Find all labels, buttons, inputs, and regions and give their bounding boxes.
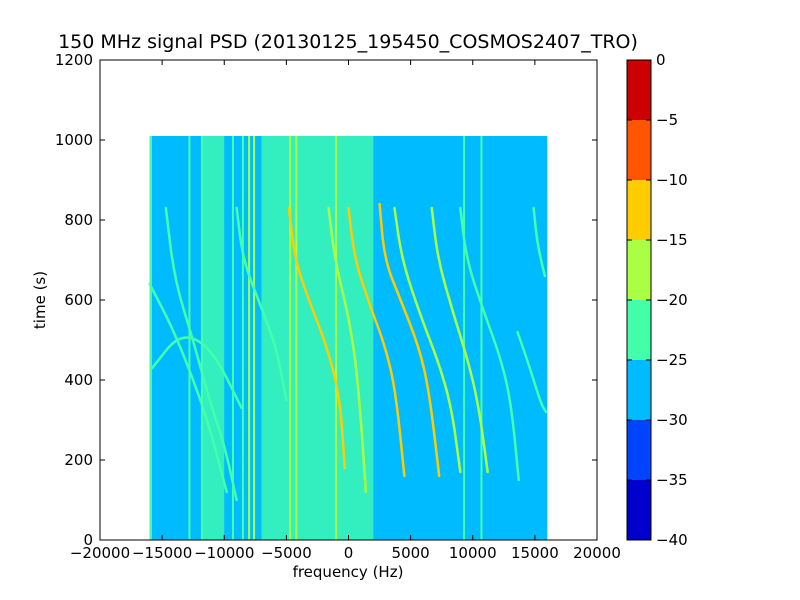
x-tick-label: 10000 [449,544,497,562]
noise-band [201,136,225,540]
plot-area: −20000 −15000 −10000 −5000 0 5000 10000 15000 20… [55,51,621,562]
colorbar-band [627,420,651,480]
doppler-track [459,206,520,482]
doppler-track [164,206,238,502]
doppler-track [378,202,441,478]
doppler-track [532,206,547,278]
colorbar-tick-label: −30 [656,411,688,429]
colorbar: 0 −5 −10 −15 −20 −25 −30 −35 −40 [626,51,688,549]
doppler-track [430,206,489,474]
colorbar-band [627,180,651,240]
colorbar-tick-label: −10 [656,171,688,189]
doppler-track [148,282,228,494]
y-axis-title: time (s) [31,271,49,329]
colorbar-band [627,120,651,180]
doppler-track [347,206,406,478]
doppler-track [235,206,288,402]
colorbar-band [627,240,651,300]
noise-band [261,136,349,540]
colorbar-band [627,480,651,540]
x-axis-title: frequency (Hz) [293,563,404,581]
doppler-track [150,336,243,410]
colorbar-tick-label: 0 [656,51,666,69]
x-tick-label: 15000 [511,544,559,562]
doppler-track [327,206,368,494]
y-tick-label: 1200 [55,51,93,69]
doppler-track [393,206,462,474]
colorbar-tick-label: −35 [656,471,688,489]
y-tick-label: 1000 [55,131,93,149]
doppler-track [287,206,347,470]
x-tick-label: 5000 [392,544,430,562]
y-tick-label: 200 [64,451,93,469]
x-tick-label: −15000 [132,544,192,562]
x-tick-label: −20000 [70,544,130,562]
x-tick-label: −10000 [194,544,254,562]
colorbar-band [627,360,651,420]
colorbar-tick-label: −40 [656,531,688,549]
x-tick-label: 0 [344,544,354,562]
y-tick-label: 800 [64,211,93,229]
y-tick-label: 600 [64,291,93,309]
colorbar-band [627,300,651,360]
x-tick-label: −5000 [261,544,312,562]
colorbar-tick-label: −15 [656,231,688,249]
doppler-track [516,330,548,414]
colorbar-tick-label: −20 [656,291,688,309]
x-tick-label: 20000 [573,544,621,562]
colorbar-tick-label: −25 [656,351,688,369]
colorbar-tick-label: −5 [656,111,678,129]
colorbar-band [627,60,651,120]
y-tick-label: 0 [83,531,93,549]
chart-title: 150 MHz signal PSD (20130125_195450_COSM… [58,31,638,53]
y-tick-label: 400 [64,371,93,389]
